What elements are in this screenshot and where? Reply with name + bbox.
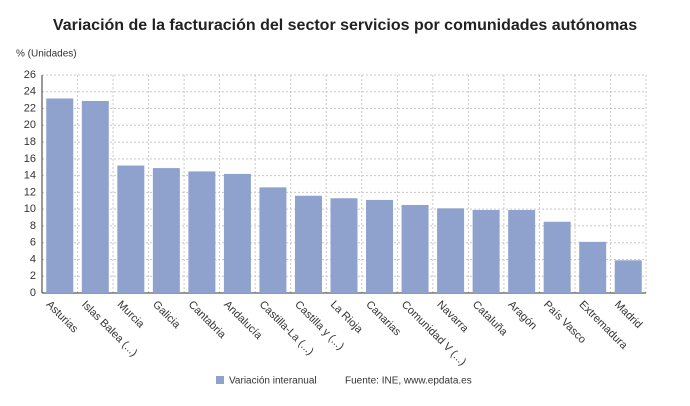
- bar: [223, 173, 251, 293]
- x-tick-label: Asturias: [44, 299, 81, 336]
- y-tick-label: 12: [24, 186, 36, 198]
- bar: [579, 241, 607, 293]
- x-tick-label: Comunidad V (...): [399, 299, 468, 368]
- y-tick-label: 2: [30, 270, 36, 282]
- y-tick-label: 18: [24, 136, 36, 148]
- bar: [152, 168, 180, 293]
- bar: [46, 98, 74, 293]
- x-tick-label: Cataluña: [470, 299, 510, 339]
- bar: [259, 187, 287, 293]
- bar: [330, 198, 358, 293]
- y-tick-label: 8: [30, 220, 36, 232]
- y-tick-label: 24: [24, 86, 36, 98]
- legend-swatch: [216, 376, 224, 384]
- bar: [543, 221, 571, 293]
- y-tick-label: 14: [24, 170, 36, 182]
- bar: [614, 260, 642, 293]
- y-tick-label: 16: [24, 153, 36, 165]
- bar: [508, 209, 536, 293]
- bar: [366, 199, 394, 293]
- y-tick-label: 26: [24, 69, 36, 81]
- bar: [437, 208, 465, 293]
- source: Fuente: INE, www.epdata.es: [345, 376, 472, 387]
- bar: [401, 204, 429, 293]
- y-tick-label: 10: [24, 203, 36, 215]
- y-tick-label: 0: [30, 287, 36, 299]
- chart-title: Variación de la facturación del sector s…: [53, 17, 637, 34]
- bar: [117, 165, 145, 293]
- x-tick-label: Madrid: [612, 299, 644, 331]
- x-tick-label: Canarias: [363, 299, 403, 339]
- y-axis-label: % (Unidades): [16, 49, 77, 60]
- y-tick-label: 4: [30, 253, 36, 265]
- x-tick-label: Galicia: [150, 299, 183, 332]
- x-tick-label: Murcia: [115, 299, 147, 331]
- bar: [472, 209, 500, 293]
- y-tick-label: 6: [30, 237, 36, 249]
- bar: [188, 171, 216, 293]
- x-tick-label: Aragón: [505, 299, 539, 333]
- y-tick-label: 20: [24, 119, 36, 131]
- bar: [81, 100, 109, 293]
- y-tick-label: 22: [24, 102, 36, 114]
- legend-label: Variación interanual: [229, 376, 317, 387]
- bar: [294, 195, 322, 293]
